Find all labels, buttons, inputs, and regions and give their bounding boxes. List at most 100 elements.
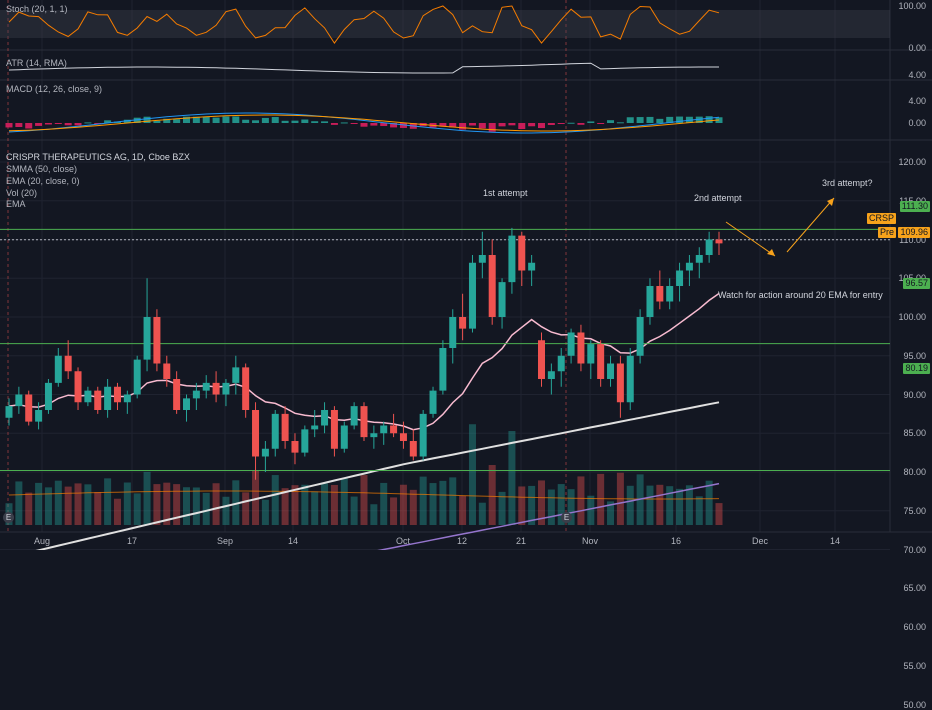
candle-body — [587, 344, 595, 364]
volume-bar — [399, 484, 407, 525]
macd-histogram-bar — [311, 121, 319, 123]
atr-line — [8, 62, 719, 74]
candle-body — [25, 394, 33, 422]
candle-body — [390, 425, 398, 434]
x-tick: 14 — [287, 536, 299, 546]
candle-body — [104, 386, 112, 410]
macd-histogram-bar — [340, 122, 348, 124]
macd-histogram-bar — [232, 116, 240, 123]
macd-histogram-bar — [380, 123, 388, 127]
volume-bar — [666, 486, 674, 525]
atr-label: ATR (14, RMA) — [6, 58, 67, 68]
volume-bar — [676, 488, 684, 525]
support-tag-2: 80.19 — [903, 363, 930, 374]
macd-histogram-bar — [222, 116, 230, 123]
indicator-smma[interactable]: SMMA (50, close) — [6, 164, 78, 174]
volume-bar — [547, 489, 555, 525]
macd-histogram-bar — [94, 123, 102, 124]
earnings-icon[interactable]: E — [561, 512, 572, 523]
price-tick: 60.00 — [903, 622, 926, 632]
macd-histogram-bar — [5, 123, 13, 128]
volume-bar — [538, 480, 545, 525]
macd-histogram-bar — [330, 123, 338, 125]
price-tick: 120.00 — [898, 157, 926, 167]
macd-histogram-bar — [252, 120, 260, 123]
macd-histogram-bar — [607, 120, 615, 123]
macd-histogram-bar — [676, 116, 684, 123]
candle-body — [242, 367, 250, 410]
indicator-vol[interactable]: Vol (20) — [6, 188, 38, 198]
macd-histogram-bar — [291, 120, 299, 123]
candle-body — [498, 282, 506, 317]
volume-bar — [25, 492, 33, 525]
candle-body — [636, 317, 644, 356]
macd-histogram-bar — [261, 117, 269, 123]
candle-body — [123, 394, 131, 403]
x-tick: 17 — [126, 536, 138, 546]
macd-histogram-bar — [478, 123, 486, 129]
macd-histogram-bar — [616, 122, 624, 124]
chart-canvas[interactable] — [0, 0, 932, 550]
candle-body — [192, 390, 200, 399]
arrowhead-down — [767, 249, 775, 256]
volume-bar — [360, 475, 368, 525]
candle-body — [399, 433, 407, 441]
volume-bar — [626, 485, 634, 525]
macd-histogram-bar — [488, 123, 496, 132]
candle-body — [330, 410, 338, 449]
volume-bar — [478, 502, 486, 525]
macd-histogram-bar — [123, 119, 131, 123]
indicator-ema[interactable]: EMA — [6, 199, 26, 209]
x-tick: 14 — [829, 536, 841, 546]
volume-bar — [646, 485, 654, 525]
macd-histogram-bar — [64, 123, 72, 126]
volume-bar — [301, 484, 309, 525]
macd-histogram-bar — [321, 121, 329, 123]
macd-histogram-bar — [360, 123, 368, 127]
macd-histogram-bar — [271, 117, 279, 123]
macd-histogram-bar — [212, 117, 220, 123]
volume-bar — [104, 478, 112, 525]
candle-body — [143, 317, 151, 360]
annotation-first-attempt: 1st attempt — [483, 188, 528, 198]
volume-bar — [143, 471, 151, 525]
x-tick: 12 — [456, 536, 468, 546]
macd-histogram-bar — [35, 123, 43, 126]
arrow-down — [725, 221, 776, 257]
volume-bar — [577, 476, 585, 525]
volume-bar — [350, 496, 358, 525]
macd-histogram-bar — [74, 123, 82, 126]
macd-histogram-bar — [547, 123, 555, 125]
volume-bar — [94, 492, 102, 525]
candle-body — [370, 433, 378, 438]
volume-bar — [459, 495, 467, 525]
macd-histogram-bar — [439, 123, 447, 127]
candle-body — [321, 410, 329, 426]
annotation-watch: Watch for action around 20 EMA for entry — [718, 290, 883, 300]
candle-body — [597, 344, 605, 379]
volume-bar — [468, 424, 476, 525]
candle-body — [222, 382, 230, 395]
macd-histogram-bar — [15, 123, 23, 128]
ticker-tag: CRSP — [866, 213, 896, 224]
atr-pane — [8, 62, 719, 74]
macd-histogram-bar — [646, 116, 654, 123]
candle-body — [547, 371, 555, 379]
candle-body — [666, 286, 674, 302]
macd-histogram-bar — [695, 116, 703, 123]
candle-body — [64, 355, 72, 372]
candle-body — [173, 379, 181, 410]
price-tick: 50.00 — [903, 700, 926, 710]
volume-bar — [498, 491, 506, 525]
candle-body — [113, 386, 121, 403]
volume-bar — [173, 484, 181, 525]
macd-histogram-bar — [54, 123, 62, 124]
arrow-up — [786, 197, 835, 253]
earnings-icon[interactable]: E — [3, 512, 14, 523]
candle-body — [15, 394, 23, 407]
volume-bar — [330, 484, 338, 525]
candle-body — [44, 382, 52, 410]
indicator-ema20[interactable]: EMA (20, close, 0) — [6, 176, 80, 186]
arrowhead-up — [827, 198, 834, 206]
candle-body — [557, 355, 565, 372]
